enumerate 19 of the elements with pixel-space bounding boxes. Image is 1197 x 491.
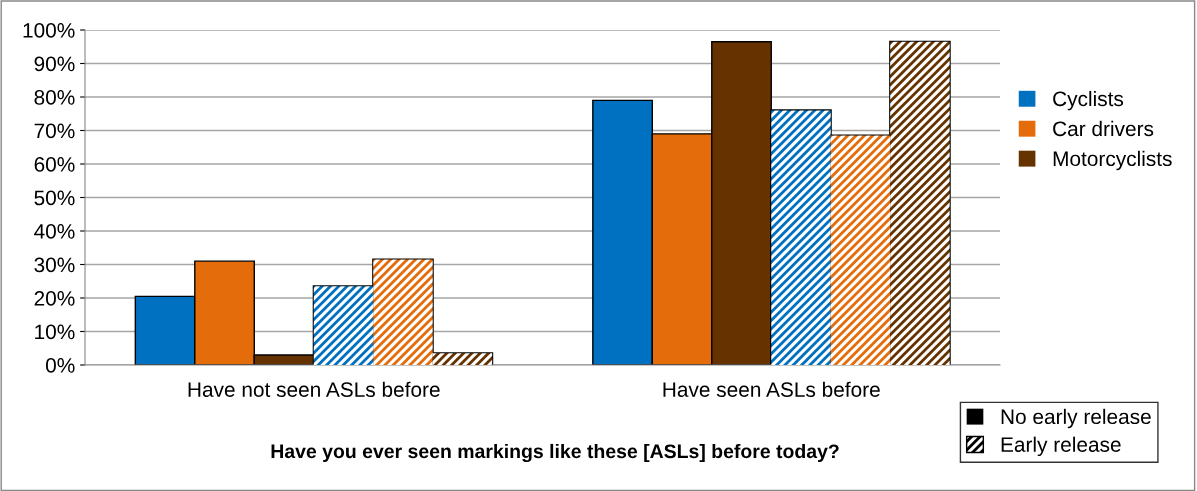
y-tick-label: 50% <box>34 190 75 206</box>
legend-label: Car drivers <box>1053 120 1154 137</box>
x-axis-title: Have you ever seen markings like these [ASLs] before today? <box>271 443 839 463</box>
y-tick-label: 30% <box>34 257 75 273</box>
y-tick-label: 60% <box>34 157 75 172</box>
x-tick-label: Have not seen ASLs before <box>188 381 440 397</box>
y-tick-label: 100% <box>23 23 75 38</box>
text: Early release <box>1001 436 1121 457</box>
y-tick-label: 70% <box>34 123 75 139</box>
x-tick-label: Have seen ASLs before <box>663 381 880 397</box>
y-tick-label: 20% <box>34 291 75 306</box>
y-tick-label: 80% <box>34 90 75 105</box>
legend-label: Motorcyclists <box>1053 150 1172 171</box>
y-tick-label: 10% <box>35 324 75 340</box>
y-tick-label: 0% <box>45 358 75 373</box>
y-tick-label: 90% <box>34 56 75 72</box>
text: No early release <box>1001 408 1151 429</box>
y-tick-label: 40% <box>34 224 75 239</box>
legend-label: Cyclists <box>1053 90 1124 111</box>
